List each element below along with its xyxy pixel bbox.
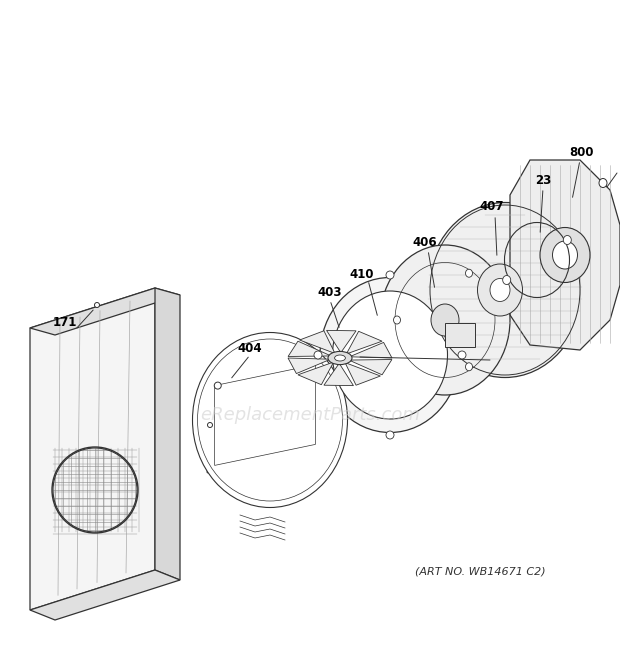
Polygon shape <box>352 342 392 358</box>
Polygon shape <box>288 358 329 373</box>
Text: 171: 171 <box>53 317 77 329</box>
Ellipse shape <box>314 351 322 359</box>
Polygon shape <box>510 160 620 350</box>
Ellipse shape <box>192 332 347 508</box>
Ellipse shape <box>332 291 448 419</box>
Text: 406: 406 <box>413 235 437 249</box>
Text: 407: 407 <box>480 200 504 214</box>
Ellipse shape <box>431 304 459 336</box>
Ellipse shape <box>335 355 345 361</box>
Polygon shape <box>30 288 180 335</box>
Ellipse shape <box>490 278 510 301</box>
Ellipse shape <box>503 276 511 284</box>
Ellipse shape <box>466 363 472 371</box>
Ellipse shape <box>380 245 510 395</box>
Ellipse shape <box>215 382 221 389</box>
Polygon shape <box>347 331 382 353</box>
Polygon shape <box>155 288 180 580</box>
Text: (ART NO. WB14671 C2): (ART NO. WB14671 C2) <box>415 567 546 577</box>
Text: 800: 800 <box>570 145 594 159</box>
Polygon shape <box>30 570 180 620</box>
Ellipse shape <box>394 316 401 324</box>
Ellipse shape <box>328 352 352 365</box>
Ellipse shape <box>458 351 466 359</box>
Text: eReplacementParts.com: eReplacementParts.com <box>200 406 420 424</box>
Ellipse shape <box>208 422 213 428</box>
Polygon shape <box>345 364 381 385</box>
Polygon shape <box>30 288 155 610</box>
Ellipse shape <box>466 269 472 277</box>
Polygon shape <box>299 330 334 353</box>
Ellipse shape <box>94 303 99 307</box>
Ellipse shape <box>599 178 607 188</box>
Text: 410: 410 <box>350 268 374 280</box>
Polygon shape <box>288 341 329 356</box>
Bar <box>445 323 475 347</box>
Polygon shape <box>327 330 356 352</box>
Ellipse shape <box>320 278 460 432</box>
Text: 23: 23 <box>535 173 551 186</box>
Polygon shape <box>207 357 323 473</box>
Ellipse shape <box>564 235 571 245</box>
Polygon shape <box>351 360 392 375</box>
Ellipse shape <box>386 271 394 279</box>
Text: 403: 403 <box>317 286 342 299</box>
Ellipse shape <box>428 202 583 377</box>
Ellipse shape <box>477 264 523 316</box>
Polygon shape <box>298 363 333 385</box>
Polygon shape <box>324 364 353 385</box>
Text: 404: 404 <box>237 342 262 354</box>
Ellipse shape <box>386 431 394 439</box>
Ellipse shape <box>540 227 590 282</box>
Ellipse shape <box>552 241 577 269</box>
